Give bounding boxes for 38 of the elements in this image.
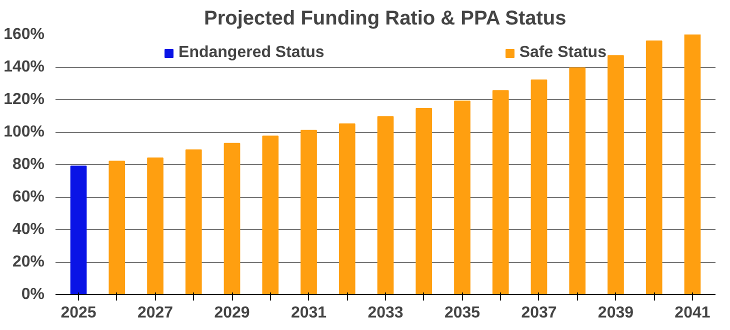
bar: [70, 166, 87, 294]
y-tick-label: 20%: [12, 254, 45, 270]
x-tick-label: 2037: [521, 304, 557, 322]
bar: [454, 100, 470, 294]
bar: [416, 108, 432, 294]
x-tick-label: 2025: [60, 304, 96, 322]
legend-label: Endangered Status: [178, 44, 324, 62]
bar: [262, 136, 279, 294]
y-tick-label: 80%: [12, 156, 45, 173]
bar: [646, 40, 662, 294]
y-tick-label: 120%: [4, 91, 44, 108]
x-tick-label: 2035: [444, 304, 480, 322]
chart-title: Projected Funding Ratio & PPA Status: [204, 8, 566, 30]
bar: [569, 67, 586, 294]
bar: [684, 34, 701, 294]
bar: [185, 149, 202, 294]
y-tick-label: 160%: [4, 26, 44, 43]
y-tick-label: 100%: [4, 124, 44, 140]
bar: [377, 116, 394, 294]
bar: [608, 55, 624, 294]
bar: [530, 80, 548, 294]
bar: [492, 90, 509, 294]
x-tick-label: 2033: [368, 304, 404, 322]
x-tick-label: 2031: [290, 304, 327, 322]
y-tick-label: 60%: [12, 188, 45, 206]
bar: [108, 160, 126, 294]
x-tick-label: 2027: [137, 304, 174, 322]
y-tick-label: 140%: [4, 58, 44, 76]
y-tick-label: 0%: [21, 286, 44, 303]
x-tick-label: 2041: [674, 304, 710, 322]
bar: [147, 158, 164, 294]
bar: [338, 123, 356, 294]
y-tick-label: 40%: [12, 221, 45, 238]
bar: [300, 130, 317, 294]
x-tick-label: 2029: [214, 304, 250, 322]
x-tick-label: 2039: [598, 304, 634, 322]
bar: [224, 142, 240, 294]
legend-label: Safe Status: [519, 44, 606, 62]
